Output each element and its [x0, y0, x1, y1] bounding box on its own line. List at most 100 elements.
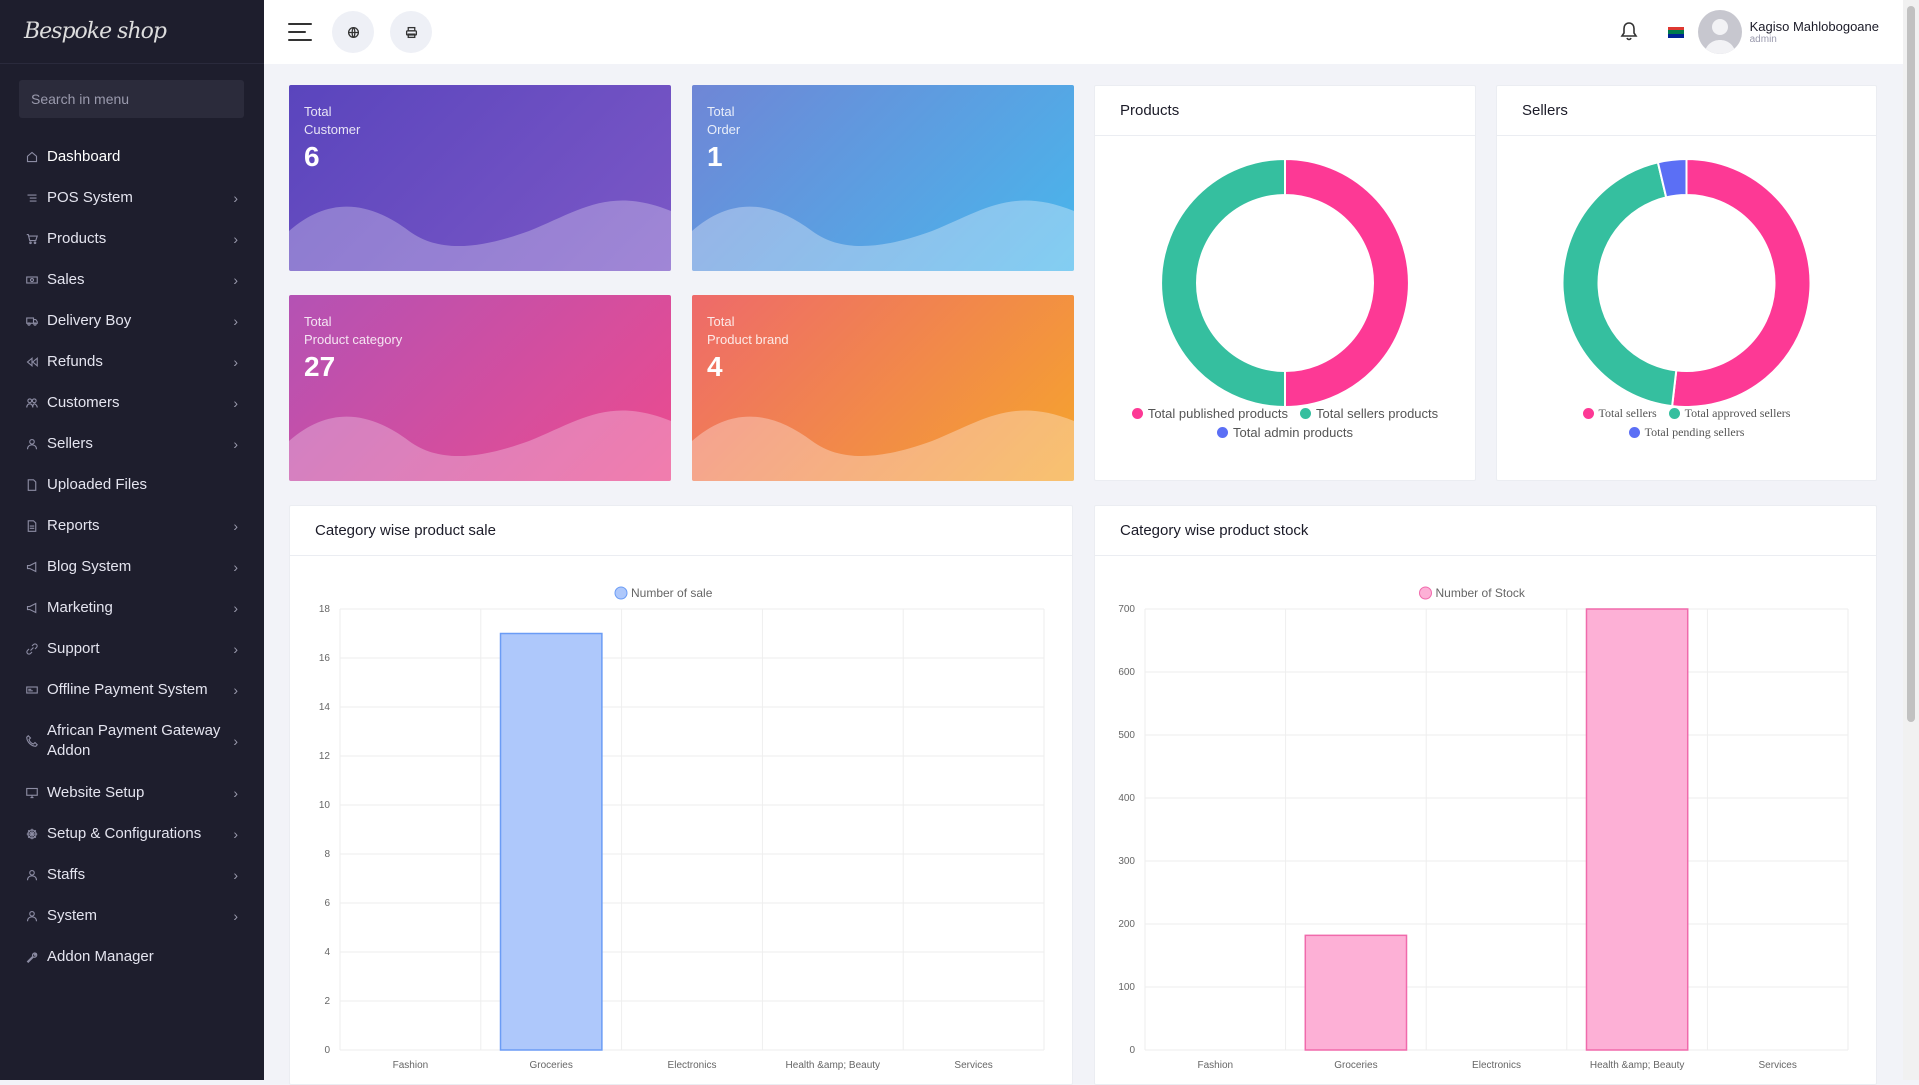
sidebar-item-pos-system[interactable]: POS System › — [0, 177, 264, 218]
legend-item[interactable]: Total sellers — [1582, 406, 1657, 421]
x-tick-label: Electronics — [668, 1060, 717, 1071]
megaphone-icon — [25, 560, 39, 574]
chevron-right-icon: › — [233, 784, 238, 801]
notification-button[interactable] — [1620, 21, 1642, 43]
sidebar-item-support[interactable]: Support › — [0, 628, 264, 669]
menu-toggle-button[interactable] — [288, 18, 316, 46]
stat-card-product-category: Total Product category 27 — [289, 295, 671, 481]
stat-card-product-brand: Total Product brand 4 — [692, 295, 1074, 481]
legend-label: Total sellers — [1598, 406, 1657, 420]
legend-swatch — [1217, 427, 1229, 438]
sidebar-item-offline-payment-system[interactable]: Offline Payment System › — [0, 669, 264, 710]
pos-print-button[interactable] — [390, 11, 432, 53]
dharmachakra-icon — [25, 827, 39, 841]
sidebar-item-delivery-boy[interactable]: Delivery Boy › — [0, 300, 264, 341]
browse-website-button[interactable] — [332, 11, 374, 53]
bar[interactable] — [499, 632, 603, 1051]
sidebar-item-refunds[interactable]: Refunds › — [0, 341, 264, 382]
list-icon — [25, 191, 39, 205]
stat-label-line2: Product brand — [707, 332, 789, 347]
logo[interactable]: Bespoke shop — [0, 0, 264, 64]
legend-item[interactable]: Total admin products — [1217, 425, 1353, 440]
x-tick-label: Electronics — [1472, 1060, 1521, 1071]
x-tick-label: Services — [1759, 1060, 1797, 1071]
x-tick-label: Fashion — [393, 1060, 429, 1071]
sidebar-item-website-setup[interactable]: Website Setup › — [0, 772, 264, 813]
wave-decoration — [289, 200, 671, 271]
truck-icon — [25, 314, 39, 328]
doughnut-slice-0[interactable] — [1671, 157, 1812, 406]
legend-label: Number of sale — [631, 586, 713, 600]
sidebar-item-reports[interactable]: Reports › — [0, 505, 264, 546]
chart-legend[interactable]: Number of Stock — [1419, 586, 1526, 600]
legend-item[interactable]: Total sellers products — [1300, 406, 1438, 421]
sidebar-item-label: Marketing — [47, 599, 113, 616]
chevron-right-icon: › — [233, 907, 238, 924]
chevron-right-icon: › — [233, 353, 238, 370]
sidebar-item-customers[interactable]: Customers › — [0, 382, 264, 423]
x-tick-label: Groceries — [530, 1060, 573, 1071]
y-tick-label: 12 — [319, 751, 331, 762]
x-tick-label: Health &amp; Beauty — [786, 1060, 881, 1071]
sidebar-item-products[interactable]: Products › — [0, 218, 264, 259]
user-menu[interactable]: Kagiso Mahlobogoane admin — [1697, 10, 1879, 54]
y-tick-label: 14 — [319, 702, 331, 713]
x-tick-label: Fashion — [1198, 1060, 1234, 1071]
sidebar-item-label: Sellers — [47, 435, 93, 452]
sidebar-item-setup-configurations[interactable]: Setup & Configurations › — [0, 813, 264, 854]
sidebar-item-label: Dashboard — [47, 148, 121, 165]
bar[interactable] — [1304, 934, 1408, 1051]
chevron-right-icon: › — [233, 866, 238, 883]
doughnut-slice-1[interactable] — [1561, 161, 1678, 406]
category-stock-card: Category wise product stock Number of St… — [1094, 505, 1877, 1085]
sidebar-item-african-payment-gateway-addon[interactable]: African Payment Gateway Addon › — [0, 710, 264, 772]
legend-label: Total sellers products — [1316, 406, 1439, 421]
legend-item[interactable]: Total published products — [1131, 406, 1288, 421]
sidebar-item-label: Sales — [47, 271, 85, 288]
chevron-right-icon: › — [233, 825, 238, 842]
card-title: Category wise product sale — [290, 506, 1072, 556]
user-icon — [25, 437, 39, 451]
sidebar-item-marketing[interactable]: Marketing › — [0, 587, 264, 628]
legend-swatch — [1300, 408, 1312, 419]
menu-search-input[interactable] — [31, 91, 232, 107]
sidebar-item-sellers[interactable]: Sellers › — [0, 423, 264, 464]
sidebar-item-system[interactable]: System › — [0, 895, 264, 936]
legend-item[interactable]: Total approved sellers — [1668, 406, 1791, 421]
sidebar-item-label: Delivery Boy — [47, 312, 132, 329]
y-tick-label: 8 — [324, 849, 330, 860]
bell-icon — [1620, 21, 1642, 41]
avatar — [1697, 10, 1742, 54]
sidebar-item-dashboard[interactable]: Dashboard — [0, 136, 264, 177]
doughnut-slice-0[interactable] — [1284, 157, 1410, 406]
sidebar-item-label: System — [47, 907, 98, 924]
sidebar-item-label: Products — [47, 230, 107, 247]
doughnut-slice-2[interactable] — [1656, 157, 1688, 199]
legend-label: Total approved sellers — [1684, 406, 1791, 420]
sidebar-item-staffs[interactable]: Staffs › — [0, 854, 264, 895]
y-tick-label: 10 — [319, 800, 331, 811]
home-icon — [25, 150, 39, 164]
sidebar-item-addon-manager[interactable]: Addon Manager — [0, 936, 264, 977]
sidebar-item-blog-system[interactable]: Blog System › — [0, 546, 264, 587]
wave-decoration — [692, 200, 1074, 271]
stat-value: 6 — [304, 141, 320, 172]
sidebar-item-uploaded-files[interactable]: Uploaded Files — [0, 464, 264, 505]
doughnut-slice-1[interactable] — [1160, 157, 1286, 406]
chart-legend[interactable]: Number of sale — [614, 586, 713, 600]
bar[interactable] — [1585, 608, 1689, 1051]
file-icon — [25, 519, 39, 533]
sellers-chart-card: Sellers Total sellers Total approved sell… — [1496, 85, 1877, 481]
y-tick-label: 0 — [1129, 1045, 1135, 1056]
legend-item[interactable]: Total pending sellers — [1628, 425, 1744, 440]
sidebar-item-label: Offline Payment System — [47, 681, 208, 698]
page-scrollbar[interactable] — [1903, 0, 1919, 1080]
y-tick-label: 600 — [1118, 667, 1135, 678]
sidebar-item-label: Support — [47, 640, 100, 657]
y-tick-label: 700 — [1118, 604, 1135, 615]
legend-swatch — [1628, 427, 1640, 438]
sidebar-item-sales[interactable]: Sales › — [0, 259, 264, 300]
money-icon — [25, 273, 39, 287]
language-flag-icon[interactable] — [1667, 26, 1684, 38]
globe-icon — [347, 26, 360, 39]
